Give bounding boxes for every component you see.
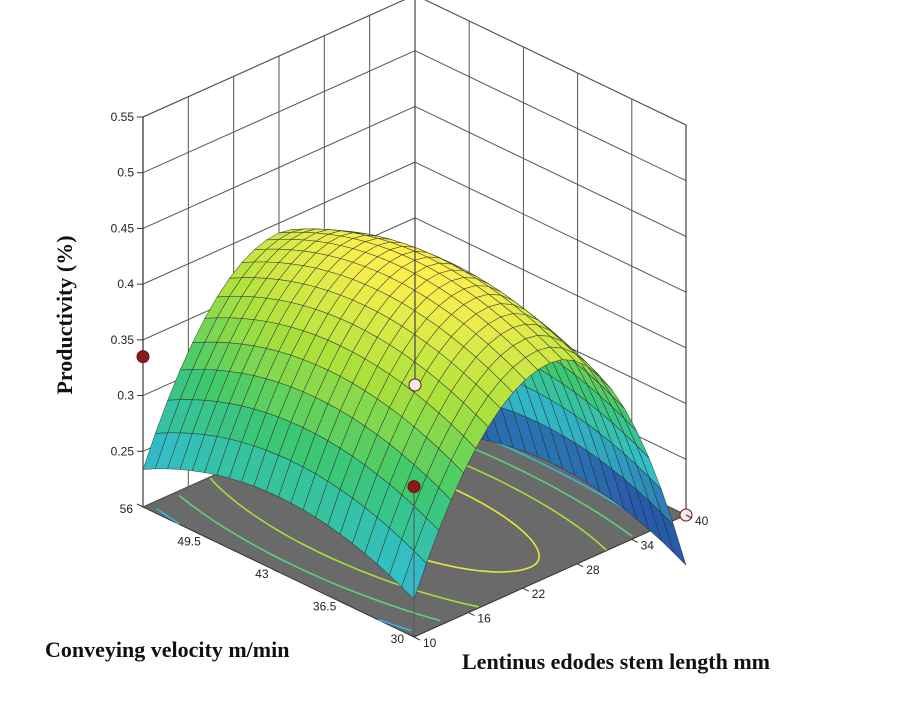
axis-frame [142,0,687,637]
wall-grid-line [414,161,687,293]
x-tick-label: 34 [641,538,655,552]
design-point [407,480,421,494]
x-tick-label: 16 [477,612,491,626]
z-axis-title: Productivity (%) [52,235,77,394]
x-tick-mark [685,514,693,519]
response-surface [142,228,687,600]
x-tick-label: 10 [423,636,437,650]
y-axis-title: Conveying velocity m/min [45,637,289,662]
x-tick-label: 40 [695,514,709,528]
y-tick-mark [407,633,415,638]
x-tick-mark [468,612,475,617]
y-tick-label: 56 [120,502,134,516]
y-tick-mark [340,601,347,605]
wall-grid-line [424,0,687,126]
x-axis-title: Lentinus edodes stem length mm [462,649,770,674]
z-tick-label: 0.3 [117,389,134,403]
z-tick-label: 0.55 [111,110,135,124]
wall-grid-line [414,50,687,182]
y-tick-mark [272,568,279,573]
x-tick-mark [631,538,638,543]
x-tick-label: 28 [586,563,600,577]
y-tick-label: 36.5 [313,600,337,614]
z-tick-label: 0.35 [111,333,135,347]
x-tick-mark [522,587,530,592]
design-point [408,378,422,392]
x-tick-mark [576,563,584,568]
z-tick-label: 0.4 [117,277,134,291]
x-tick-label: 22 [532,587,546,601]
tick-labels: 0.25 0.3 0.35 0.4 0.45 0.5 0.55 30 36.5 43 49.5 56 1… [111,110,709,650]
y-tick-label: 49.5 [177,535,201,549]
wall-grid-line [414,105,687,237]
wall-grid-line [414,217,687,349]
wall-grid-line [424,0,687,126]
z-tick-label: 0.5 [117,166,134,180]
z-tick-label: 0.45 [111,221,135,235]
y-tick-mark [204,536,211,540]
y-tick-mark [136,503,144,508]
y-tick-label: 43 [255,567,269,581]
x-tick-mark [413,636,421,641]
y-tick-label: 30 [391,632,405,646]
design-point [136,350,150,364]
z-tick-label: 0.25 [111,444,135,458]
